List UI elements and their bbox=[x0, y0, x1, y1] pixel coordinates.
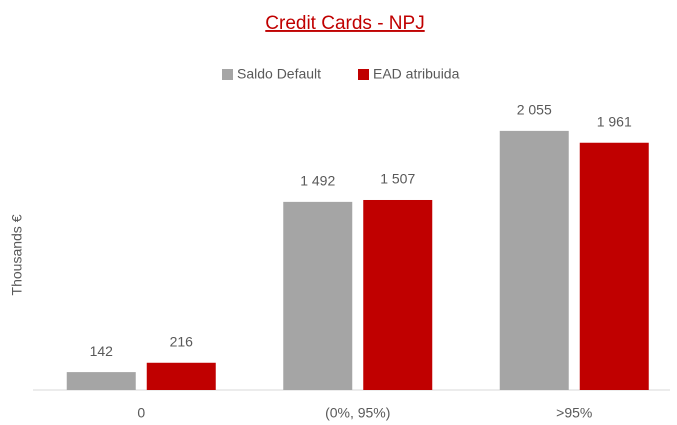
bar bbox=[363, 199, 433, 390]
x-tick-label: 0 bbox=[137, 405, 145, 421]
legend-label: EAD atribuida bbox=[373, 66, 460, 82]
bar bbox=[66, 372, 136, 390]
bar bbox=[579, 142, 649, 390]
value-label: 1 961 bbox=[597, 113, 632, 129]
legend-swatch bbox=[222, 69, 233, 80]
legend-label: Saldo Default bbox=[237, 66, 321, 82]
bar bbox=[499, 130, 569, 391]
value-label: 2 055 bbox=[517, 102, 552, 118]
x-tick-label: (0%, 95%) bbox=[325, 405, 390, 421]
y-axis-label: Thousands € bbox=[9, 214, 25, 295]
legend-swatch bbox=[358, 69, 369, 80]
value-label: 142 bbox=[90, 343, 114, 359]
x-tick-label: >95% bbox=[556, 405, 592, 421]
bar bbox=[283, 201, 353, 390]
value-label: 1 507 bbox=[380, 171, 415, 187]
value-label: 216 bbox=[170, 333, 194, 349]
chart-title: Credit Cards - NPJ bbox=[265, 13, 424, 34]
value-label: 1 492 bbox=[300, 173, 335, 189]
bar bbox=[146, 362, 216, 390]
